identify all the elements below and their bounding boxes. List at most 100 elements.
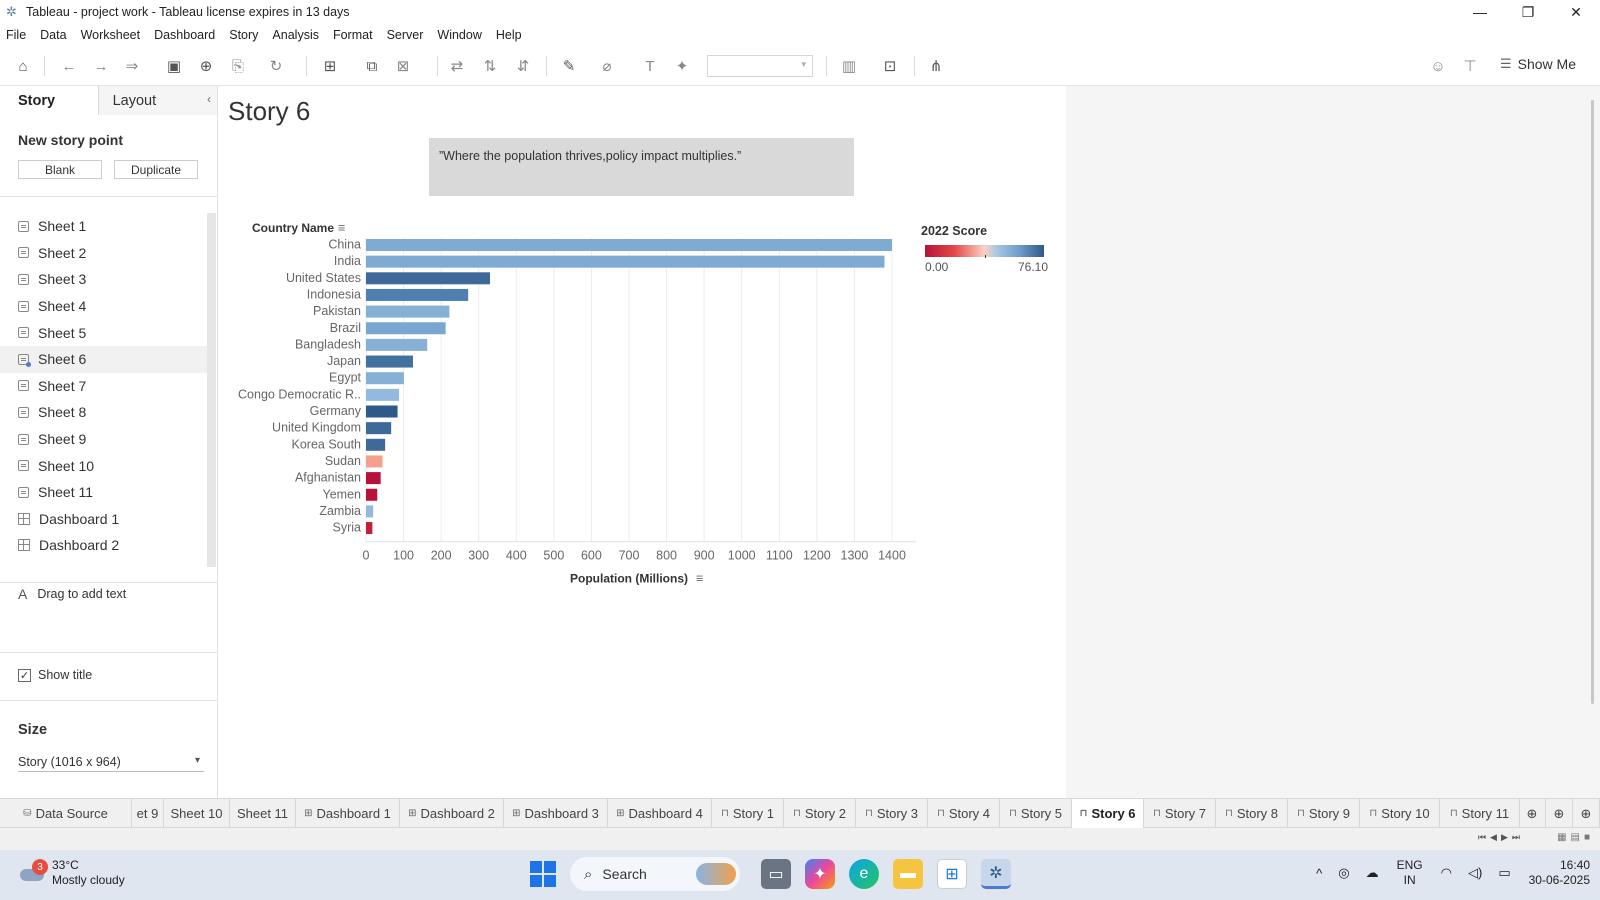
sheet-list-item[interactable]: Sheet 2 (0, 240, 207, 267)
close-button[interactable]: ✕ (1570, 3, 1582, 20)
wifi-icon[interactable]: ◠ (1440, 865, 1452, 880)
new-datasource-icon[interactable]: ⊕ (199, 58, 213, 75)
bar[interactable] (366, 472, 381, 485)
sheet-tab[interactable]: ⊓ Story 5 (1000, 799, 1072, 828)
sheet-tab[interactable]: ⊞ Dashboard 3 (504, 799, 608, 828)
show-me-button[interactable]: ☰ Show Me (1500, 56, 1576, 72)
share-icon[interactable]: ⋔ (929, 58, 943, 75)
sheet-view-icons[interactable]: ▦▤■ (1557, 832, 1594, 843)
bar[interactable] (366, 522, 373, 535)
language-indicator[interactable]: ENG IN (1397, 858, 1423, 888)
sheet-tab[interactable]: et 9 (132, 799, 164, 828)
bar[interactable] (366, 338, 428, 351)
sheet-tab[interactable]: ⊓ Story 2 (784, 799, 856, 828)
bar[interactable] (366, 422, 392, 435)
fit-select[interactable] (707, 55, 813, 77)
bar[interactable] (366, 505, 374, 518)
replay-icon[interactable]: ⇒ (125, 58, 139, 75)
sheet-tab[interactable]: ⊞ Dashboard 4 (608, 799, 712, 828)
sheet-list-item[interactable]: Sheet 7 (0, 373, 207, 400)
sheet-tab[interactable]: ⛁ Data Source (0, 799, 132, 828)
menu-server[interactable]: Server (386, 28, 424, 42)
sheet-list-item[interactable]: Sheet 9 (0, 426, 207, 453)
presentation-mode-icon[interactable]: ⊡ (883, 58, 897, 75)
swap-icon[interactable]: ⇄ (450, 58, 464, 75)
sheet-list-item[interactable]: Sheet 11 (0, 479, 207, 506)
menu-help[interactable]: Help (495, 28, 522, 42)
bar[interactable] (366, 239, 892, 251)
sheet-list-scrollbar[interactable] (207, 213, 216, 567)
bar[interactable] (366, 438, 386, 451)
weather-widget[interactable]: 3 33°C Mostly cloudy (18, 858, 125, 888)
sheet-list-item[interactable]: Dashboard 2 (0, 532, 207, 559)
duplicate-icon[interactable]: ⧉ (366, 57, 378, 75)
show-title-option[interactable]: ✓ Show title (18, 668, 92, 682)
taskbar-search[interactable]: ⌕ Search (570, 857, 740, 891)
volume-icon[interactable]: ◁) (1467, 865, 1483, 880)
chevron-up-icon[interactable]: ^ (1316, 865, 1323, 881)
ask-data-icon[interactable]: ☺ (1430, 57, 1446, 75)
canvas-scrollbar[interactable] (1591, 100, 1594, 704)
sheet-tab[interactable]: ⊓ Story 6 (1072, 799, 1144, 828)
pin-icon[interactable]: ✦ (675, 58, 689, 75)
sheet-tab[interactable]: ⊓ Story 9 (1288, 799, 1360, 828)
tab-navigation-icons[interactable]: ⏮◀▶⏭ (1477, 832, 1524, 842)
sheet-tab[interactable]: ⊓ Story 4 (928, 799, 1000, 828)
bar[interactable] (366, 305, 450, 318)
undo-icon[interactable]: ← (61, 57, 77, 75)
bar[interactable] (366, 255, 885, 268)
sheet-tab[interactable]: ⊓ Story 11 (1440, 799, 1520, 828)
start-icon[interactable] (530, 861, 556, 887)
menu-file[interactable]: File (6, 28, 27, 42)
highlight-icon[interactable]: ✎ (562, 58, 576, 75)
menu-dashboard[interactable]: Dashboard (154, 28, 216, 42)
bar[interactable] (366, 488, 378, 501)
sort-ascending-icon[interactable]: ⇅ (483, 58, 497, 75)
clear-icon[interactable]: ⊠ (396, 58, 410, 75)
sheet-list-item[interactable]: Sheet 1 (0, 213, 207, 240)
tab-story[interactable]: Story (0, 86, 98, 115)
sheet-tab[interactable]: ⊓ Story 3 (856, 799, 928, 828)
sheet-tab[interactable]: ⊓ Story 8 (1216, 799, 1288, 828)
sort-icon[interactable]: ≡ (338, 221, 345, 235)
new-story-tab-icon[interactable]: ⊕ (1573, 799, 1600, 828)
menu-story[interactable]: Story (229, 28, 259, 42)
format-painter-icon[interactable]: ⊤ (1463, 58, 1477, 75)
sort-descending-icon[interactable]: ⇵ (516, 58, 530, 75)
pause-updates-icon[interactable]: ⎘ (231, 57, 244, 75)
onedrive-cloud-icon[interactable]: ☁ (1365, 865, 1379, 880)
row-header-label[interactable]: Country Name (252, 221, 334, 235)
bar[interactable] (366, 372, 404, 385)
blank-button[interactable]: Blank (18, 160, 102, 179)
copilot-icon[interactable]: ✦ (805, 859, 835, 889)
sheet-list-item[interactable]: Sheet 3 (0, 266, 207, 293)
menu-window[interactable]: Window (437, 28, 482, 42)
bar[interactable] (366, 355, 413, 368)
show-title-checkbox[interactable]: ✓ (18, 668, 31, 682)
menu-worksheet[interactable]: Worksheet (80, 28, 141, 42)
bar[interactable] (366, 405, 398, 418)
home-icon[interactable]: ⌂ (18, 57, 28, 75)
new-dashboard-tab-icon[interactable]: ⊕ (1546, 799, 1573, 828)
bar[interactable] (366, 272, 490, 285)
duplicate-button[interactable]: Duplicate (114, 160, 198, 179)
menu-format[interactable]: Format (332, 28, 373, 42)
sheet-list-item[interactable]: Sheet 8 (0, 399, 207, 426)
size-select[interactable]: Story (1016 x 964) (18, 752, 204, 772)
new-worksheet-icon[interactable]: ⊞ (323, 58, 337, 75)
microsoft-store-icon[interactable]: ⊞ (937, 859, 967, 889)
sheet-list-item[interactable]: Sheet 10 (0, 452, 207, 479)
tableau-taskbar-icon[interactable]: ✲ (981, 859, 1011, 889)
collapse-pane-icon[interactable]: ‹ (207, 92, 211, 106)
sheet-tab[interactable]: ⊓ Story 1 (712, 799, 784, 828)
restore-button[interactable]: ❐ (1521, 3, 1535, 20)
group-icon[interactable]: ⌀ (602, 58, 612, 75)
bar[interactable] (366, 288, 469, 301)
label-icon[interactable]: T (645, 57, 655, 75)
menu-data[interactable]: Data (40, 28, 67, 42)
refresh-icon[interactable]: ↻ (269, 58, 283, 75)
sort-icon[interactable]: ≡ (696, 572, 703, 586)
file-explorer-icon[interactable]: ▬ (893, 859, 923, 889)
bar[interactable] (366, 388, 400, 401)
redo-icon[interactable]: → (93, 57, 109, 75)
